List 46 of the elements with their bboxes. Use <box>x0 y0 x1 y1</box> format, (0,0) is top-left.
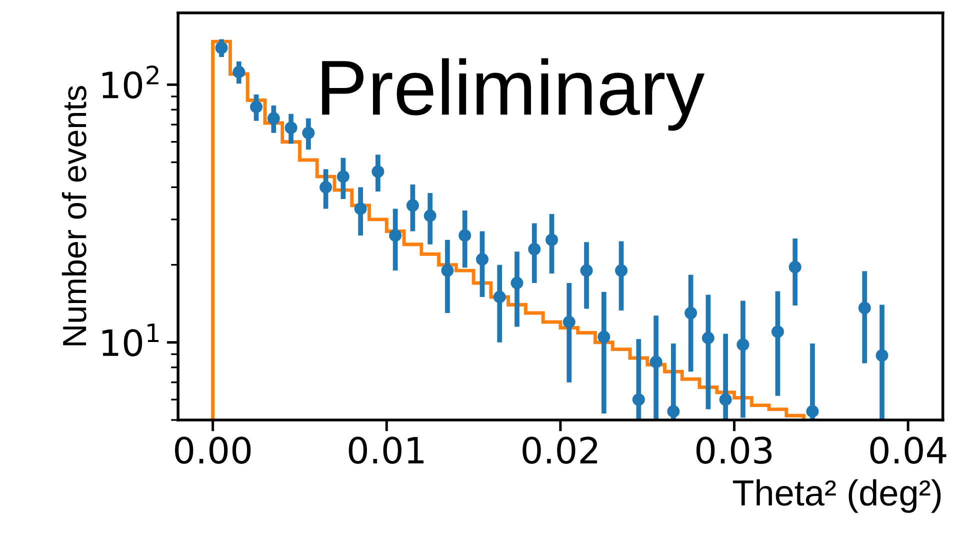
point <box>632 393 645 406</box>
point <box>493 290 506 304</box>
point <box>788 260 802 274</box>
point <box>232 66 246 78</box>
point <box>719 393 732 406</box>
point <box>684 306 698 320</box>
point <box>336 170 350 183</box>
y-tick-label: 10$^{2}$ <box>102 66 158 99</box>
point <box>546 234 558 246</box>
point <box>424 210 436 222</box>
point <box>510 276 524 290</box>
point <box>302 126 315 140</box>
point <box>354 202 367 216</box>
point <box>215 42 228 54</box>
point <box>615 264 628 277</box>
point <box>458 229 472 242</box>
x-tick-label: 0.01 <box>348 436 424 464</box>
point <box>562 316 576 328</box>
x-tick-label: 0.00 <box>175 436 251 464</box>
x-axis-title: Theta² (deg²) <box>732 479 941 513</box>
point <box>876 349 888 362</box>
point <box>267 112 280 125</box>
point <box>736 338 750 351</box>
point <box>580 264 593 277</box>
point <box>320 180 332 194</box>
point <box>476 253 488 266</box>
point <box>598 330 610 344</box>
point <box>441 264 454 277</box>
point <box>667 405 680 418</box>
point <box>650 356 662 368</box>
point <box>771 325 784 338</box>
y-axis-title: Number of events <box>62 86 86 346</box>
point <box>389 229 402 242</box>
point <box>250 100 263 114</box>
point <box>372 165 384 178</box>
point <box>702 332 714 344</box>
annotation: Preliminary <box>322 58 705 131</box>
x-tick-label: 0.03 <box>696 436 772 464</box>
y-tick-label: 10$^{1}$ <box>102 324 159 356</box>
point <box>528 242 541 256</box>
point <box>858 302 871 314</box>
point <box>406 199 419 212</box>
point <box>806 405 819 418</box>
point <box>284 122 298 134</box>
x-tick-label: 0.02 <box>522 436 598 464</box>
x-tick-label: 0.04 <box>870 436 946 464</box>
